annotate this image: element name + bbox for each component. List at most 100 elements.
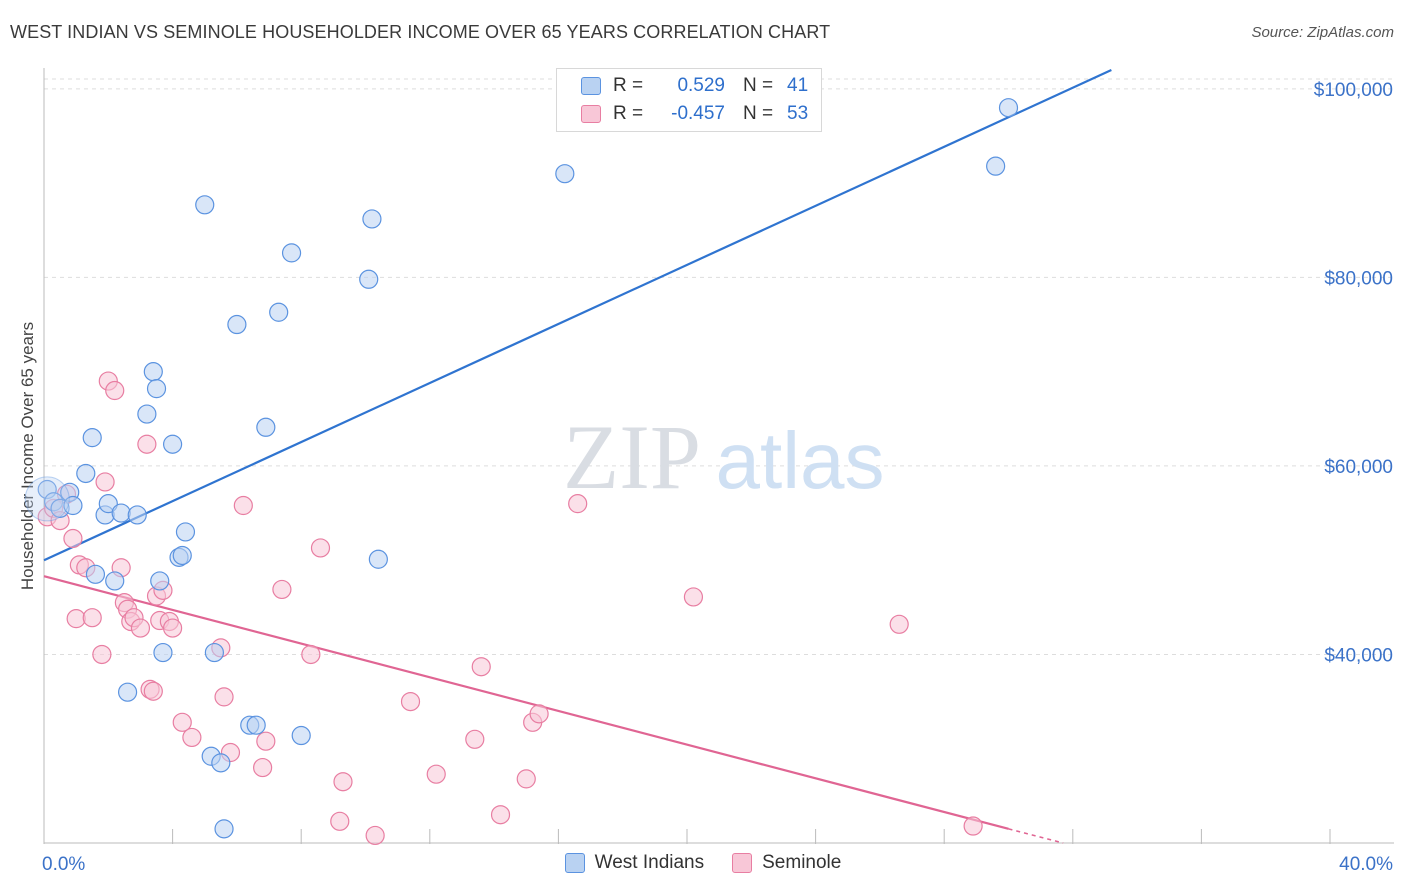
point-seminole [330, 811, 350, 831]
point-west-indians [63, 495, 83, 516]
point-west-indians [153, 642, 173, 663]
point-seminole [66, 609, 86, 629]
point-west-indians [117, 682, 138, 702]
y-tick-label: $80,000 [1324, 268, 1393, 289]
legend-r-value: -0.457 [671, 103, 725, 124]
source-label: Source: ZipAtlas.com [1251, 24, 1394, 41]
legend-swatch-pink [581, 105, 601, 123]
point-west-indians [281, 243, 302, 263]
trendline-seminole-extension [1008, 828, 1064, 844]
point-seminole [963, 816, 983, 836]
point-west-indians [82, 428, 102, 448]
point-seminole [172, 712, 192, 732]
legend-row-seminole: R = -0.457 N = 53 [581, 101, 808, 127]
point-west-indians [362, 209, 382, 229]
point-west-indians [172, 545, 192, 566]
point-west-indians [211, 753, 231, 773]
point-west-indians [76, 463, 96, 484]
legend-n-value: 53 [787, 103, 809, 124]
point-seminole [310, 538, 331, 558]
point-seminole [137, 434, 157, 454]
point-west-indians [24, 476, 70, 522]
point-seminole [253, 757, 273, 778]
point-west-indians [204, 642, 224, 663]
legend-label: Seminole [762, 852, 842, 873]
point-west-indians [137, 404, 157, 424]
point-west-indians [368, 549, 388, 569]
point-west-indians [105, 571, 125, 591]
y-tick-label: $40,000 [1324, 645, 1393, 666]
point-seminole [889, 614, 909, 634]
trendline-seminole [43, 575, 1009, 830]
point-seminole [256, 731, 276, 751]
point-seminole [333, 772, 353, 792]
legend-swatch-pink [732, 853, 753, 873]
y-tick-label: $60,000 [1324, 457, 1393, 478]
point-seminole [95, 472, 115, 492]
watermark: ZIP atlas [563, 406, 884, 508]
point-west-indians [127, 505, 147, 525]
point-seminole [516, 769, 536, 789]
point-seminole [301, 644, 321, 665]
point-seminole [490, 805, 511, 825]
point-west-indians [175, 522, 196, 542]
legend-item-west-indians[interactable]: West Indians [564, 852, 705, 874]
chart-title: WEST INDIAN VS SEMINOLE HOUSEHOLDER INCO… [10, 22, 831, 42]
trend-layer [43, 69, 1112, 844]
point-west-indians [143, 362, 163, 382]
point-seminole [233, 495, 253, 516]
legend-n-label: N = [743, 75, 774, 96]
point-seminole [130, 618, 151, 638]
watermark-zip: ZIP [563, 406, 701, 508]
point-west-indians [269, 302, 289, 322]
watermark-atlas: atlas [716, 416, 885, 505]
point-west-indians [227, 314, 247, 335]
legend-item-seminole[interactable]: Seminole [732, 852, 841, 874]
point-seminole [683, 587, 704, 607]
legend-n-value: 41 [787, 75, 809, 96]
point-seminole [471, 657, 491, 677]
point-seminole [182, 727, 202, 748]
point-seminole [529, 704, 549, 724]
point-west-indians [359, 269, 379, 289]
point-west-indians [555, 164, 575, 184]
legend-swatch-blue [581, 77, 601, 95]
point-seminole [426, 764, 446, 784]
trendline-west-indians [43, 69, 1112, 562]
y-tick-label: $100,000 [1314, 80, 1393, 101]
legend-label: West Indians [594, 852, 705, 873]
point-seminole [365, 825, 385, 846]
point-west-indians [256, 417, 276, 437]
point-seminole [82, 608, 102, 628]
point-seminole [92, 644, 112, 665]
legend-swatch-blue [564, 853, 585, 873]
series-legend: West Indians Seminole [0, 852, 1406, 874]
point-west-indians [163, 434, 183, 454]
correlation-legend: R = 0.529 N = 41 R = -0.457 N = 53 [556, 68, 822, 132]
point-seminole [465, 729, 485, 749]
grid-layer [44, 78, 1394, 655]
legend-r-label: R = [613, 75, 644, 96]
point-seminole [214, 687, 234, 707]
point-west-indians [291, 725, 311, 746]
point-west-indians [111, 503, 131, 523]
legend-r-value: 0.529 [677, 75, 725, 96]
tick-label-layer: $40,000 $60,000 $80,000 $100,000 0.0% 40.0% [42, 80, 1393, 875]
point-seminole [63, 528, 83, 549]
x-tick-label: 0.0% [42, 854, 85, 875]
legend-row-west-indians: R = 0.529 N = 41 [581, 73, 808, 99]
axis-layer [43, 68, 1394, 844]
point-west-indians [150, 571, 170, 591]
x-tick-label: 40.0% [1339, 854, 1393, 875]
legend-r-label: R = [613, 103, 644, 124]
points-layer [24, 98, 1019, 846]
legend-n-label: N = [743, 103, 774, 124]
point-seminole [163, 618, 183, 638]
point-west-indians [146, 379, 167, 399]
point-west-indians [986, 156, 1006, 176]
point-west-indians [214, 819, 234, 839]
point-west-indians [98, 494, 118, 514]
point-west-indians [85, 564, 106, 584]
point-seminole [272, 579, 292, 600]
